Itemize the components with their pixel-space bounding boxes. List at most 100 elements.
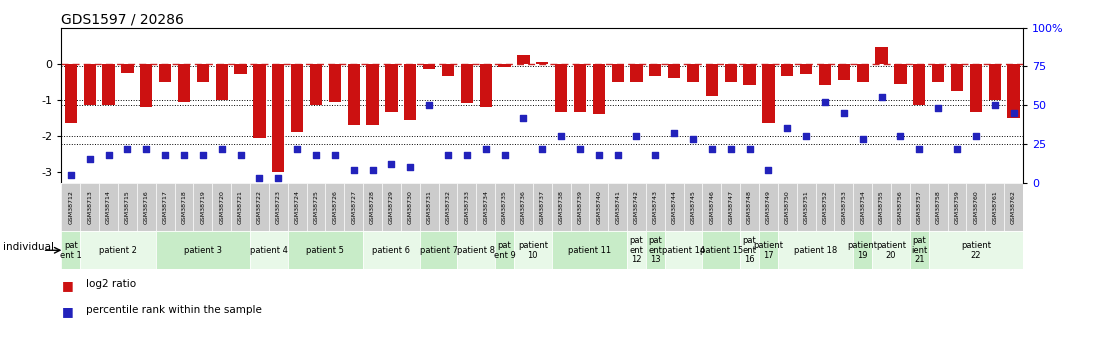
Point: [665, 130, 683, 136]
Point: [891, 134, 909, 139]
Point: [61, 172, 79, 178]
Bar: [988, 64, 1001, 100]
Text: GSM38762: GSM38762: [1011, 190, 1016, 224]
Bar: [159, 64, 171, 82]
Bar: [231, 183, 250, 231]
Text: GSM38749: GSM38749: [766, 190, 771, 224]
Bar: [250, 183, 268, 231]
Point: [495, 152, 513, 158]
Point: [80, 157, 98, 162]
Bar: [646, 183, 665, 231]
Point: [967, 134, 985, 139]
Bar: [555, 64, 567, 112]
Bar: [136, 183, 155, 231]
Text: GSM38725: GSM38725: [313, 190, 319, 224]
Text: GSM38760: GSM38760: [974, 190, 978, 224]
Text: GSM38717: GSM38717: [163, 190, 168, 224]
Point: [1005, 110, 1023, 116]
Bar: [1007, 64, 1020, 118]
Bar: [476, 183, 495, 231]
Bar: [480, 64, 492, 107]
Point: [119, 146, 136, 151]
Bar: [495, 183, 514, 231]
Text: patient 2: patient 2: [100, 246, 138, 255]
Bar: [683, 183, 702, 231]
Text: GSM38714: GSM38714: [106, 190, 111, 224]
Text: GSM38735: GSM38735: [502, 190, 508, 224]
Text: pat
ent 9: pat ent 9: [494, 241, 515, 260]
Bar: [533, 183, 551, 231]
Bar: [363, 183, 382, 231]
Text: GSM38718: GSM38718: [181, 190, 187, 224]
Text: ■: ■: [61, 279, 74, 293]
Text: GSM38723: GSM38723: [276, 190, 281, 224]
Text: patient 6: patient 6: [372, 246, 410, 255]
Bar: [155, 231, 250, 269]
Bar: [457, 231, 495, 269]
Bar: [197, 64, 209, 82]
Bar: [929, 183, 948, 231]
Bar: [665, 231, 702, 269]
Bar: [894, 64, 907, 83]
Text: GSM38734: GSM38734: [483, 190, 489, 224]
Bar: [401, 183, 419, 231]
Bar: [781, 64, 794, 76]
Bar: [646, 231, 665, 269]
Text: GSM38761: GSM38761: [992, 190, 997, 224]
Point: [797, 134, 815, 139]
Bar: [100, 183, 119, 231]
Bar: [929, 231, 1023, 269]
Point: [759, 168, 777, 173]
Bar: [759, 183, 778, 231]
Bar: [268, 183, 287, 231]
Bar: [537, 62, 548, 64]
Point: [382, 161, 400, 167]
Bar: [740, 231, 759, 269]
Text: GSM38713: GSM38713: [87, 190, 93, 224]
Bar: [518, 55, 530, 64]
Point: [193, 152, 211, 158]
Point: [250, 175, 268, 181]
Bar: [367, 64, 379, 125]
Text: GSM38724: GSM38724: [295, 190, 300, 224]
Bar: [442, 64, 454, 76]
Text: GSM38722: GSM38722: [257, 190, 262, 224]
Bar: [404, 64, 416, 120]
Text: GSM38755: GSM38755: [879, 190, 884, 224]
Bar: [853, 183, 872, 231]
Bar: [122, 64, 134, 73]
Bar: [495, 231, 514, 269]
Point: [420, 102, 438, 108]
Point: [307, 152, 325, 158]
Text: GSM38719: GSM38719: [200, 190, 206, 224]
Text: GSM38732: GSM38732: [445, 190, 451, 224]
Text: GSM38733: GSM38733: [464, 190, 470, 224]
Bar: [837, 64, 850, 80]
Bar: [797, 183, 816, 231]
Text: GSM38740: GSM38740: [596, 190, 601, 224]
Point: [835, 110, 853, 116]
Point: [948, 146, 966, 151]
Bar: [759, 231, 778, 269]
Text: GSM38751: GSM38751: [804, 190, 808, 224]
Bar: [551, 183, 570, 231]
Text: GSM38741: GSM38741: [615, 190, 620, 224]
Bar: [119, 183, 136, 231]
Text: GSM38739: GSM38739: [577, 190, 582, 224]
Text: GSM38752: GSM38752: [823, 190, 827, 224]
Text: GSM38730: GSM38730: [408, 190, 413, 224]
Text: patient 8: patient 8: [457, 246, 495, 255]
Point: [608, 152, 626, 158]
Text: GSM38747: GSM38747: [728, 190, 733, 224]
Bar: [721, 183, 740, 231]
Bar: [272, 64, 284, 172]
Text: log2 ratio: log2 ratio: [86, 279, 136, 289]
Bar: [80, 231, 155, 269]
Bar: [287, 231, 363, 269]
Point: [344, 168, 362, 173]
Bar: [382, 183, 401, 231]
Bar: [665, 183, 683, 231]
Point: [816, 99, 834, 105]
Point: [212, 146, 230, 151]
Text: GSM38759: GSM38759: [955, 190, 959, 224]
